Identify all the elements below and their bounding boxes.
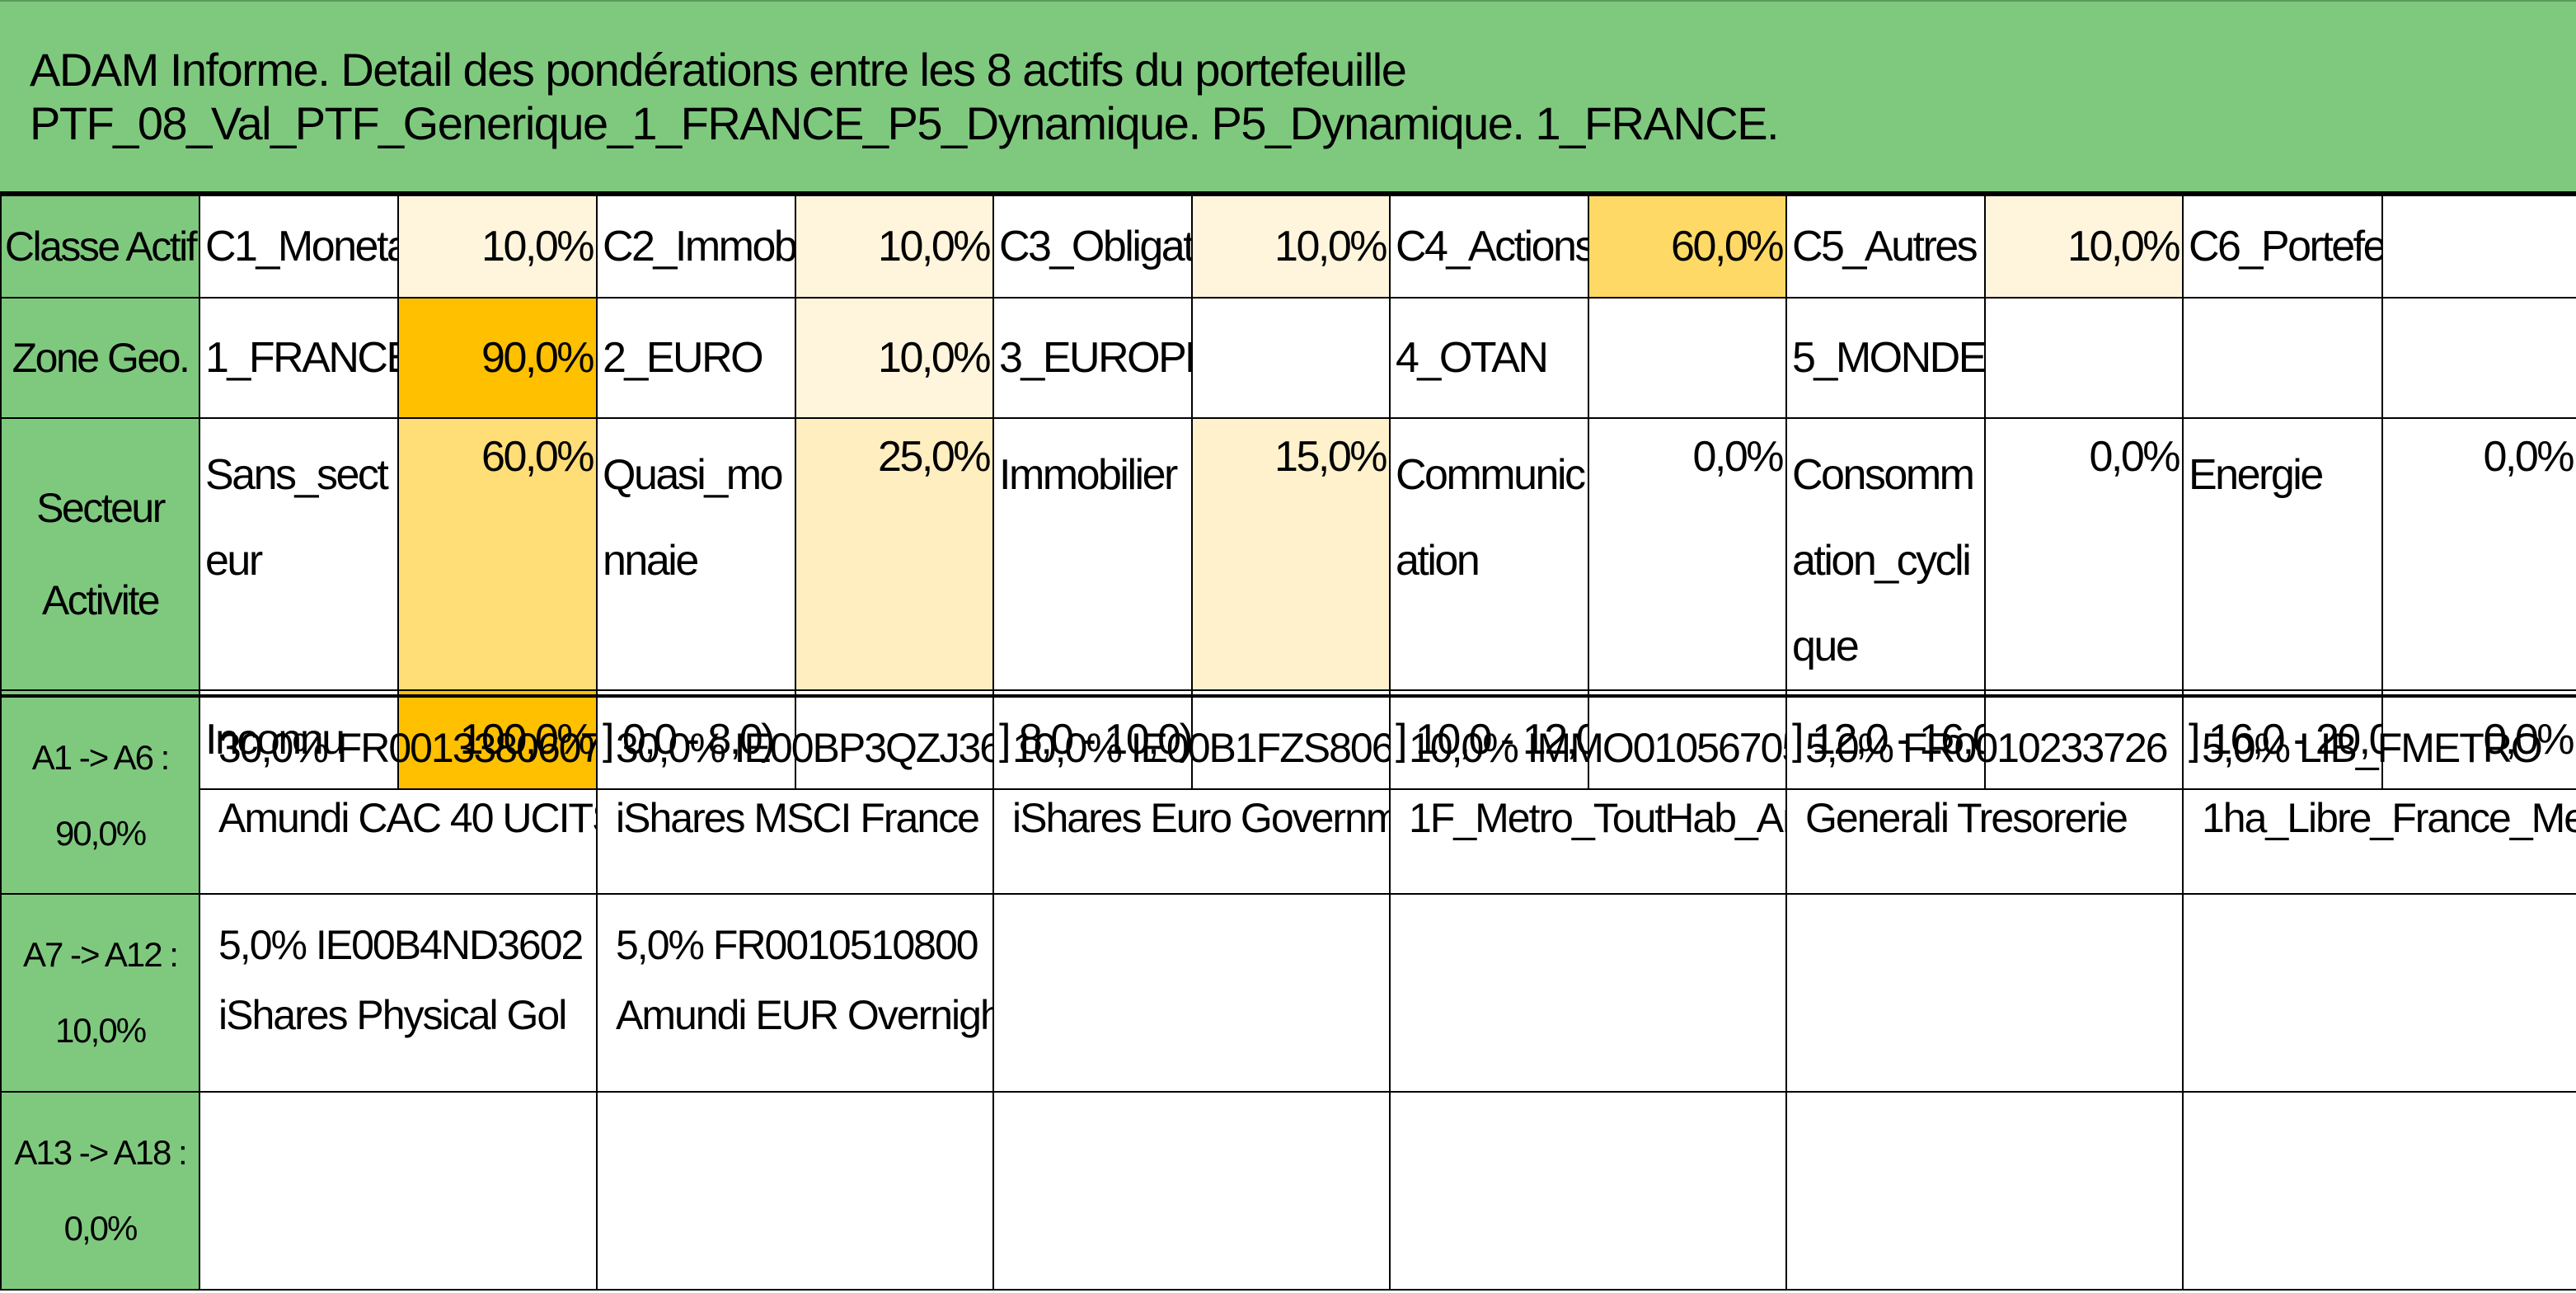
asset-group-row: A7 -> A12 : 10,0% 5,0% IE00B4ND3602 iShare… xyxy=(0,893,2576,1093)
category-label xyxy=(2182,297,2383,419)
asset-cell xyxy=(992,893,1391,1093)
asset-name: 1ha_Libre_France_Met xyxy=(2202,795,2576,841)
weight-value: 10,0% xyxy=(795,297,994,419)
asset-name: iShares MSCI France xyxy=(616,795,980,841)
asset-weight-isin: 5,0% FR0010510800 xyxy=(616,922,979,968)
category-label: Energie xyxy=(2182,417,2383,691)
asset-cell: 10,0% IE00B1FZS806 iShares Euro Governm xyxy=(992,695,1391,895)
asset-group-header: A13 -> A18 : 0,0% xyxy=(0,1091,200,1291)
category-label: C1_Monetaire xyxy=(199,195,399,299)
category-label: Quasi_monnaie xyxy=(596,417,796,691)
asset-cell: 30,0% FR0013380607 Amundi CAC 40 UCITS xyxy=(199,695,598,895)
asset-name: Amundi EUR Overnight xyxy=(616,992,993,1038)
asset-name: iShares Euro Governm xyxy=(1012,795,1390,841)
weight-value: 60,0% xyxy=(397,417,598,691)
asset-group-row: A1 -> A6 : 90,0% 30,0% FR0013380607 Amundi… xyxy=(0,695,2576,895)
asset-name: iShares Physical Gol xyxy=(218,992,567,1038)
category-label: C2_Immobilier xyxy=(596,195,796,299)
asset-cell xyxy=(1389,893,1787,1093)
weights-row: Zone Geo. 1_FRANCE 90,0% 2_EURO 10,0% 3_EUROP… xyxy=(0,297,2576,419)
row-header: Secteur Activite xyxy=(0,417,200,691)
asset-group-header: A1 -> A6 : 90,0% xyxy=(0,695,200,895)
weight-value xyxy=(2381,297,2576,419)
weight-value: 0,0% xyxy=(2381,417,2576,691)
asset-cell: 10,0% IMMO010567059 1F_Metro_ToutHab_Anc xyxy=(1389,695,1787,895)
asset-cell: 5,0% FR0010510800 Amundi EUR Overnight xyxy=(596,893,994,1093)
asset-group-header: A7 -> A12 : 10,0% xyxy=(0,893,200,1093)
category-label: 3_EUROPE xyxy=(992,297,1193,419)
weight-value xyxy=(1588,297,1787,419)
asset-cell: 5,0% LIB_FMETRO 1ha_Libre_France_Met xyxy=(2182,695,2576,895)
row-header: Classe Actif xyxy=(0,195,200,299)
asset-cell xyxy=(992,1091,1391,1291)
weight-value: 15,0% xyxy=(1191,417,1391,691)
asset-weight-isin: 10,0% IE00B1FZS806 xyxy=(1012,725,1390,771)
asset-cell xyxy=(596,1091,994,1291)
weight-value xyxy=(1191,297,1391,419)
category-label: Sans_secteur xyxy=(199,417,399,691)
category-label: 5_MONDE xyxy=(1785,297,1986,419)
category-label: 2_EURO xyxy=(596,297,796,419)
weight-value: 10,0% xyxy=(397,195,598,299)
asset-name: Generali Tresorerie xyxy=(1805,795,2128,841)
weight-value: 10,0% xyxy=(1984,195,2184,299)
weight-value: 0,0% xyxy=(1588,417,1787,691)
weight-value xyxy=(1984,297,2184,419)
category-label: C4_Actions xyxy=(1389,195,1589,299)
asset-cell xyxy=(1785,893,2184,1093)
category-label: 4_OTAN xyxy=(1389,297,1589,419)
weight-value: 0,0% xyxy=(1984,417,2184,691)
weight-value: 10,0% xyxy=(795,195,994,299)
asset-cell xyxy=(1389,1091,1787,1291)
asset-cell xyxy=(1785,1091,2184,1291)
weights-row: Secteur Activite Sans_secteur 60,0% Quasi_m… xyxy=(0,417,2576,691)
asset-weight-isin: 10,0% IMMO010567059 xyxy=(1409,725,1786,771)
category-label: Consommation_cyclique xyxy=(1785,417,1986,691)
weight-value: 10,0% xyxy=(1191,195,1391,299)
weights-row: Classe ActifC1_Monetaire10,0%C2_Immobili… xyxy=(0,195,2576,299)
category-label: C6_Portefeuille xyxy=(2182,195,2383,299)
category-label: C5_Autres xyxy=(1785,195,1986,299)
asset-cell: 5,0% FR0010233726 Generali Tresorerie xyxy=(1785,695,2184,895)
asset-weight-isin: 5,0% FR0010233726 xyxy=(1805,725,2169,771)
category-label: 1_FRANCE xyxy=(199,297,399,419)
asset-name: 1F_Metro_ToutHab_Anc xyxy=(1409,795,1786,841)
asset-cell: 5,0% IE00B4ND3602 iShares Physical Gol xyxy=(199,893,598,1093)
assets-table: A1 -> A6 : 90,0% 30,0% FR0013380607 Amundi… xyxy=(0,694,2576,1291)
asset-group-row: A13 -> A18 : 0,0% xyxy=(0,1091,2576,1291)
weight-value: 90,0% xyxy=(397,297,598,419)
weight-value xyxy=(2381,195,2576,299)
category-label: C3_Obligations xyxy=(992,195,1193,299)
asset-weight-isin: 5,0% LIB_FMETRO xyxy=(2202,725,2543,771)
asset-weight-isin: 30,0% FR0013380607 xyxy=(218,725,597,771)
report-title: ADAM Informe. Detail des pondérations en… xyxy=(0,0,2576,195)
asset-cell: 30,0% IE00BP3QZJ36 iShares MSCI France xyxy=(596,695,994,895)
row-header: Zone Geo. xyxy=(0,297,200,419)
category-label: Immobilier xyxy=(992,417,1193,691)
asset-cell xyxy=(199,1091,598,1291)
weight-value: 25,0% xyxy=(795,417,994,691)
category-label: Communication xyxy=(1389,417,1589,691)
asset-weight-isin: 5,0% IE00B4ND3602 xyxy=(218,922,584,968)
weight-value: 60,0% xyxy=(1588,195,1787,299)
asset-cell xyxy=(2182,1091,2576,1291)
asset-cell xyxy=(2182,893,2576,1093)
asset-name: Amundi CAC 40 UCITS xyxy=(218,795,597,841)
asset-weight-isin: 30,0% IE00BP3QZJ36 xyxy=(616,725,993,771)
